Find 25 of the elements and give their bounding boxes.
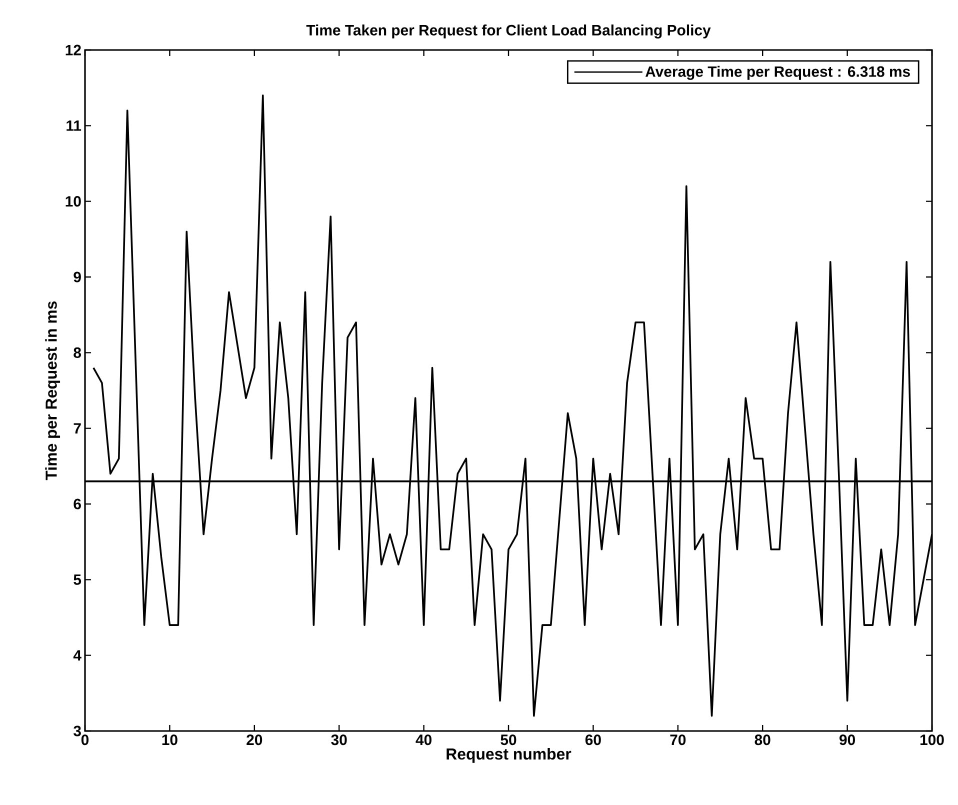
x-tick-label: 50 (500, 734, 516, 746)
y-tick-label: 6 (74, 498, 81, 510)
x-tick-label: 10 (162, 734, 178, 746)
x-tick-label: 80 (754, 734, 770, 746)
x-tick-label: 100 (920, 734, 944, 746)
y-tick-label: 8 (74, 347, 82, 358)
y-tick-label: 11 (66, 120, 82, 131)
y-tick-label: 9 (74, 272, 81, 282)
y-tick-label: 7 (74, 423, 81, 434)
x-tick-label: 90 (840, 734, 855, 746)
legend-label: Average Time per Request : 6.318 ms (645, 66, 910, 80)
x-tick-label: 20 (246, 734, 262, 746)
y-tick-label: 12 (66, 44, 81, 56)
x-tick-label: 40 (416, 734, 432, 746)
x-tick-label: 0 (81, 734, 89, 746)
x-tick-label: 70 (670, 734, 686, 746)
x-tick-label: 30 (331, 734, 347, 746)
y-axis-title: Time per Request in ms (45, 301, 60, 480)
x-axis-title: Request number (446, 748, 572, 763)
chart-title: Time Taken per Request for Client Load Balancing Policy (306, 24, 711, 39)
y-tick-label: 5 (74, 574, 82, 585)
x-tick-label: 60 (585, 734, 601, 746)
y-tick-label: 3 (74, 726, 81, 736)
y-tick-label: 10 (66, 196, 81, 207)
y-tick-label: 4 (73, 650, 82, 660)
